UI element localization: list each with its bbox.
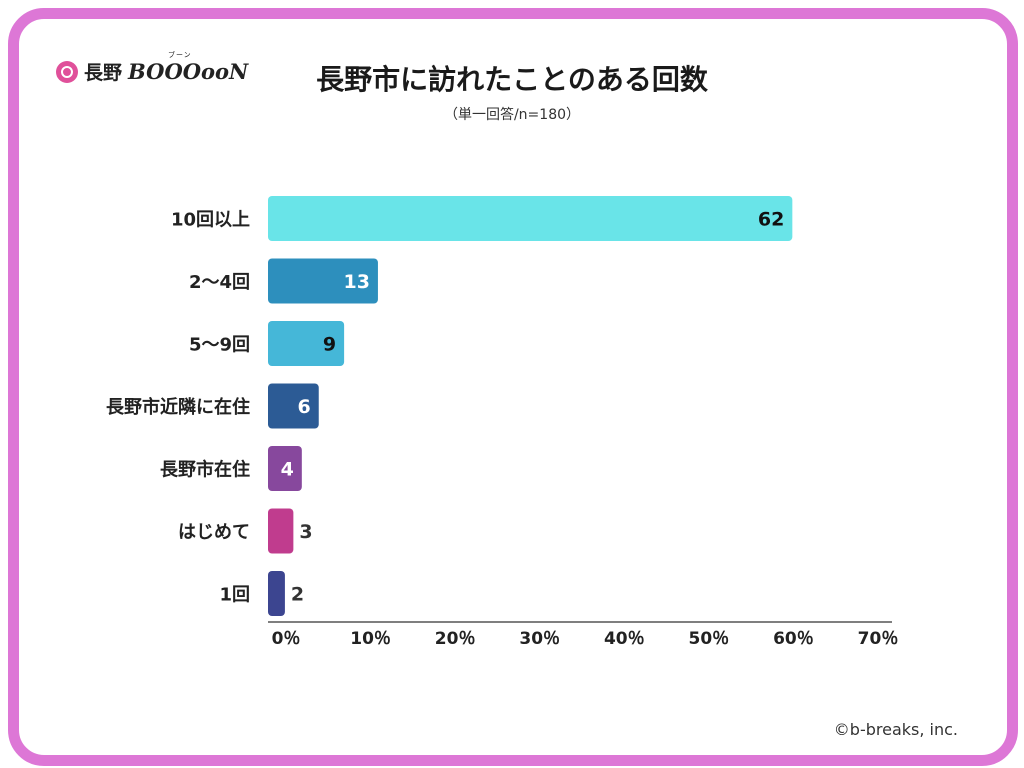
category-label: はじめて — [178, 522, 250, 543]
chart-title: 長野市に訪れたことのある回数 — [316, 63, 708, 96]
bar — [268, 383, 319, 429]
bar-value-label: 9 — [323, 334, 336, 356]
x-tick-label: 60％ — [773, 629, 814, 649]
bar-value-label: 2 — [291, 584, 304, 606]
bar-value-label: 4 — [281, 459, 294, 481]
logo: 長野 BOOOooN ブーン — [56, 51, 249, 85]
category-label: 1回 — [219, 585, 250, 606]
copyright: ©b-breaks, inc. — [833, 720, 958, 739]
x-tick-label: 50％ — [689, 629, 730, 649]
logo-brand: BOOOooN ブーン — [128, 51, 249, 84]
x-tick-label: 10％ — [350, 629, 391, 649]
category-label: 長野市在住 — [160, 459, 250, 481]
bar — [268, 258, 378, 304]
bar — [268, 446, 302, 491]
chart-subtitle: （単一回答/n=180） — [443, 107, 581, 123]
chart-frame — [8, 8, 1018, 766]
bar — [268, 321, 345, 366]
category-label: 10回以上 — [171, 210, 250, 231]
logo-ruby: ブーン — [168, 51, 192, 59]
bar — [268, 508, 294, 554]
bar-value-label: 3 — [299, 521, 312, 543]
bar-value-label: 62 — [758, 209, 784, 231]
bar-value-label: 13 — [343, 271, 369, 293]
category-label: 5〜9回 — [189, 335, 250, 356]
logo-brand-text: BOOOooN — [128, 59, 249, 84]
bar — [268, 571, 285, 616]
category-label: 長野市近隣に在住 — [106, 396, 250, 418]
bar — [268, 196, 793, 241]
x-tick-label: 30％ — [519, 629, 560, 649]
logo-swirl-icon — [56, 60, 78, 83]
logo-text: 長野 — [84, 62, 123, 84]
category-label: 2〜4回 — [189, 272, 250, 293]
bar-value-label: 6 — [298, 396, 311, 418]
x-tick-label: 0％ — [272, 629, 301, 649]
x-tick-label: 20％ — [435, 629, 476, 649]
x-tick-label: 70％ — [858, 629, 899, 649]
x-tick-label: 40％ — [604, 629, 645, 649]
